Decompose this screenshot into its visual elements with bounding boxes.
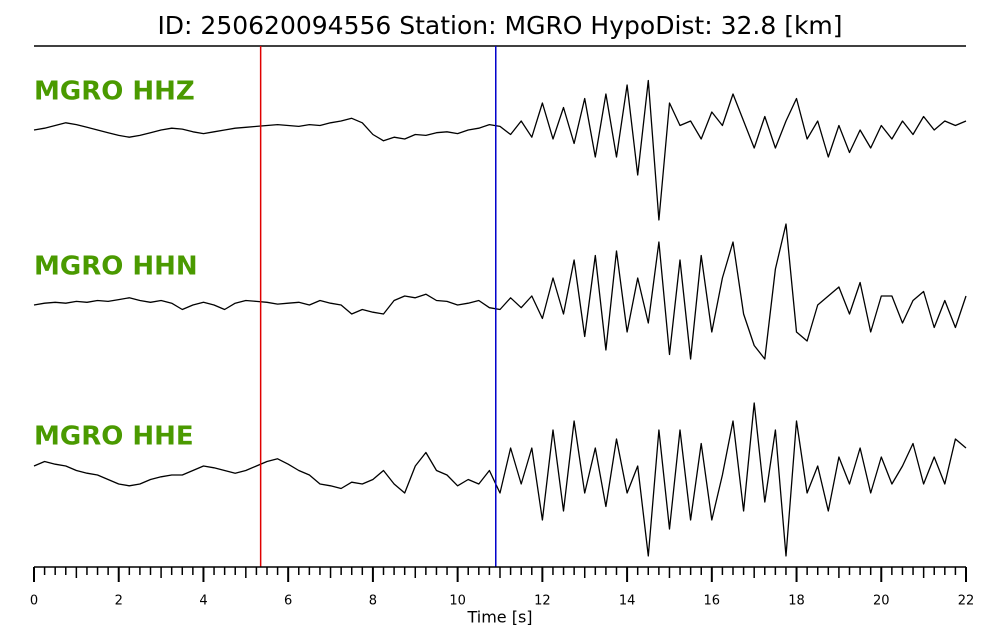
x-tick-label: 8 bbox=[369, 594, 377, 609]
trace bbox=[33, 79, 967, 221]
trace-label: MGRO HHZ bbox=[34, 77, 195, 107]
x-tick-label: 12 bbox=[534, 594, 551, 609]
x-tick-label: 2 bbox=[115, 594, 123, 609]
x-tick-label: 18 bbox=[788, 594, 805, 609]
chart-title: ID: 250620094556 Station: MGRO HypoDist:… bbox=[157, 11, 842, 40]
trace-label: MGRO HHE bbox=[34, 422, 194, 452]
x-tick-label: 16 bbox=[704, 594, 721, 609]
x-tick-label: 14 bbox=[619, 594, 636, 609]
x-tick-label: 22 bbox=[958, 594, 975, 609]
trace-label: MGRO HHN bbox=[34, 252, 198, 282]
x-axis-label: Time [s] bbox=[466, 608, 532, 627]
x-tick-label: 0 bbox=[30, 594, 38, 609]
x-tick-label: 4 bbox=[199, 594, 207, 609]
trace bbox=[33, 223, 967, 360]
x-tick-label: 10 bbox=[449, 594, 466, 609]
trace bbox=[33, 402, 967, 557]
x-tick-label: 20 bbox=[873, 594, 890, 609]
x-tick-label: 6 bbox=[284, 594, 292, 609]
